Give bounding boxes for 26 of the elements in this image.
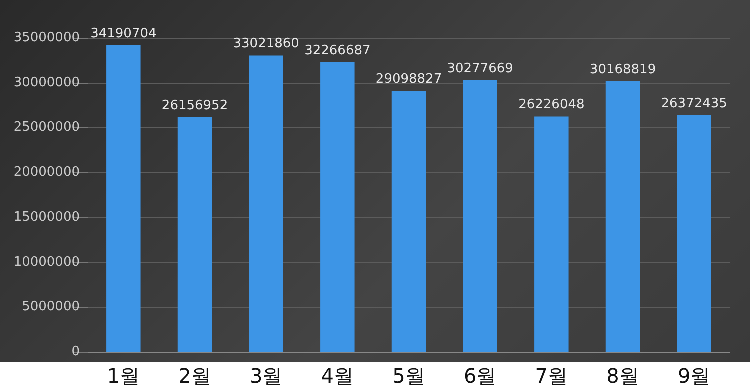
x-tick-label: 2월 xyxy=(178,364,212,388)
x-tick-label: 8월 xyxy=(606,364,640,388)
x-tick-label: 9월 xyxy=(678,364,711,388)
data-label: 26156952 xyxy=(162,98,228,114)
y-tick-label: 35000000 xyxy=(14,30,80,46)
x-tick-label: 4월 xyxy=(321,364,354,388)
y-tick-label: 30000000 xyxy=(14,75,80,90)
y-tick-label: 20000000 xyxy=(14,165,80,180)
data-label: 33021860 xyxy=(233,36,300,52)
x-tick-label: 5월 xyxy=(392,364,426,388)
x-tick-label: 7월 xyxy=(535,364,568,388)
y-tick-label: 15000000 xyxy=(14,210,80,225)
data-label: 34190704 xyxy=(90,26,157,42)
y-tick-label: 25000000 xyxy=(14,120,80,136)
y-tick-label: 10000000 xyxy=(14,254,80,270)
y-tick-label: 0 xyxy=(72,344,80,360)
x-tick-label: 3월 xyxy=(250,364,283,388)
data-label: 30277669 xyxy=(447,61,514,76)
x-tick-label: 1월 xyxy=(107,364,140,388)
data-label: 26226048 xyxy=(518,98,585,113)
data-label: 32266687 xyxy=(304,44,371,59)
data-label: 26372435 xyxy=(661,96,728,112)
x-tick-label: 6월 xyxy=(464,364,497,388)
data-label: 29098827 xyxy=(376,72,442,87)
y-tick-label: 5000000 xyxy=(22,300,80,315)
data-label: 30168819 xyxy=(590,62,656,78)
